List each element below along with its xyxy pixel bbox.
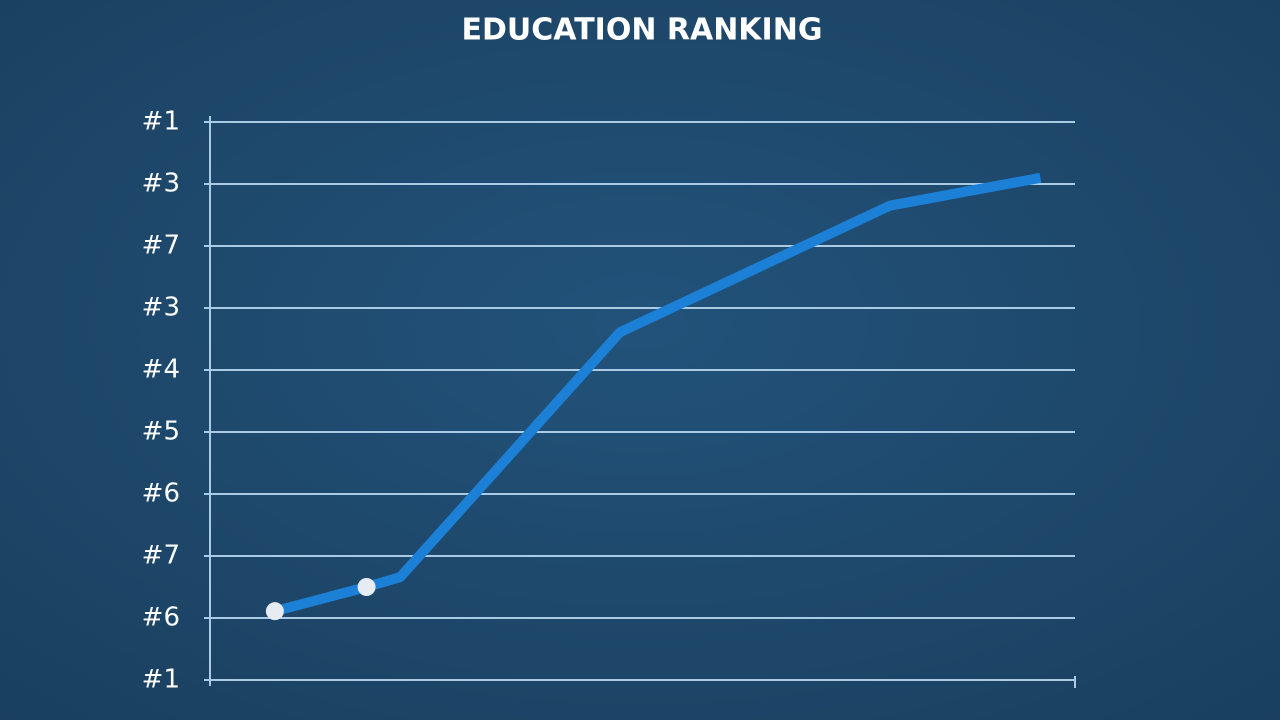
- y-tick-label: #6: [142, 479, 180, 509]
- y-tick-label: #5: [142, 417, 180, 447]
- y-tick-label: #3: [142, 169, 180, 199]
- y-tick-label: #3: [142, 293, 180, 323]
- chart-title: EDUCATION RANKING: [462, 13, 823, 48]
- data-line: [273, 172, 1042, 617]
- data-point: [265, 602, 284, 621]
- y-tick-label: #1: [142, 107, 180, 137]
- y-tick-label: #4: [142, 355, 180, 385]
- y-tick-label: #7: [142, 541, 180, 571]
- y-tick-label: #7: [142, 231, 180, 261]
- y-tick-label: #1: [142, 665, 180, 695]
- data-point: [357, 578, 376, 596]
- y-tick-label: #6: [142, 603, 180, 633]
